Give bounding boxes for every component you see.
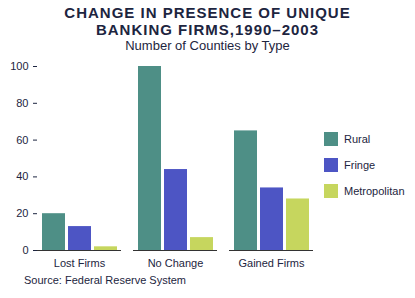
html-text:Metropolitan: Metropolitan xyxy=(344,185,405,197)
html-text:Rural: Rural xyxy=(344,133,371,145)
svg-text:100: 100 xyxy=(10,60,28,72)
svg-text:0: 0 xyxy=(22,244,28,256)
html-text:CHANGE IN PRESENCE OF UNIQUE B: CHANGE IN PRESENCE OF UNIQUE BANKING FIR… xyxy=(64,4,351,38)
svg-text:60: 60 xyxy=(16,134,28,146)
html-text:Source: Federal Reserve System: Source: Federal Reserve System xyxy=(24,274,186,286)
svg-text:40: 40 xyxy=(16,170,28,182)
svg-text:Lost Firms: Lost Firms xyxy=(54,257,106,269)
html-text:Number of Counties by Type: Number of Counties by Type xyxy=(125,38,290,53)
svg-text:Gained Firms: Gained Firms xyxy=(238,257,305,269)
html-text:Fringe: Fringe xyxy=(344,159,376,171)
svg-text:20: 20 xyxy=(16,207,28,219)
svg-text:80: 80 xyxy=(16,97,28,109)
svg-text:No Change: No Change xyxy=(148,257,204,269)
